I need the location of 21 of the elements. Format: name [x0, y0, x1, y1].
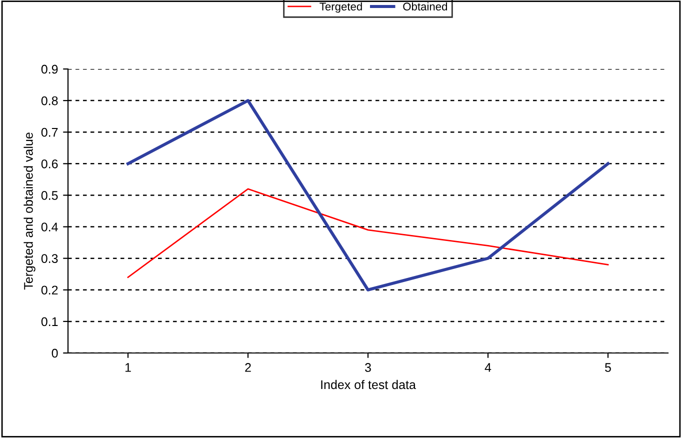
y-tick-label: 0.1	[41, 317, 58, 326]
x-tick-label: 4	[484, 363, 492, 372]
y-tick-label: 0.8	[41, 96, 58, 106]
x-tick-label: 2	[245, 363, 251, 372]
y-tick-label: 0.4	[41, 222, 58, 232]
y-tick-label: 0	[52, 348, 58, 358]
x-axis-title: Index of test data	[321, 380, 416, 390]
y-tick-label: 0.6	[41, 159, 58, 168]
y-tick-label: 0.3	[41, 254, 58, 263]
line-series	[127, 188, 609, 278]
y-axis-title: Tergeted and obtained value	[24, 132, 36, 290]
x-tick-label: 3	[365, 363, 371, 372]
line-series	[126, 99, 610, 292]
y-tick-label: 0.2	[41, 286, 58, 295]
legend-label: Tergeted	[320, 2, 362, 13]
y-tick-label: 0.5	[41, 191, 58, 200]
x-tick-label: 1	[125, 363, 131, 372]
x-tick-label: 5	[605, 363, 611, 372]
y-tick-label: 0.9	[41, 64, 58, 74]
y-tick-label: 0.7	[41, 128, 58, 137]
legend-label: Obtained	[403, 2, 448, 10]
